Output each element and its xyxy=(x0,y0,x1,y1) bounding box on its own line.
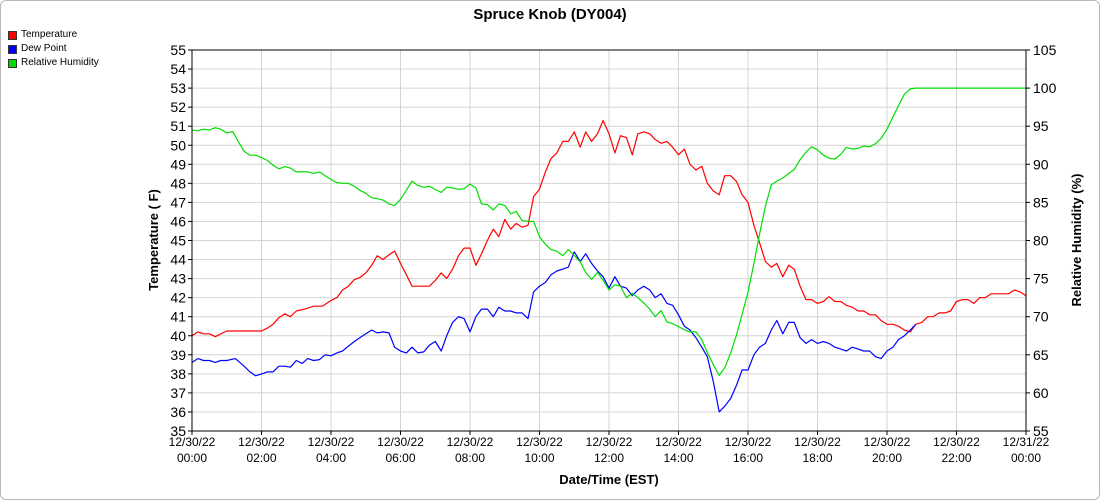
x-tick-date-label: 12/30/22 xyxy=(794,435,841,449)
x-tick-time-label: 08:00 xyxy=(455,451,485,465)
x-tick-date-label: 12/30/22 xyxy=(725,435,772,449)
x-tick-date-label: 12/30/22 xyxy=(308,435,355,449)
y-tick-label: 41 xyxy=(170,309,186,325)
y-tick-label: 45 xyxy=(170,233,186,249)
x-tick-time-label: 12:00 xyxy=(594,451,624,465)
legend-swatch-temperature xyxy=(8,30,17,40)
y-tick-label: 53 xyxy=(170,80,186,96)
y-tick-label: 44 xyxy=(170,252,186,268)
y-tick-label: 42 xyxy=(170,290,186,306)
x-tick-time-label: 22:00 xyxy=(941,451,971,465)
legend-item-relative-humidity: Relative Humidity xyxy=(8,56,99,70)
legend-swatch-dew-point xyxy=(8,44,17,54)
series-line-relative-humidity xyxy=(191,87,1026,376)
y-tick-label: 52 xyxy=(170,99,186,115)
legend: Temperature Dew Point Relative Humidity xyxy=(8,28,99,70)
y-tick-label: 37 xyxy=(170,385,186,401)
y-tick-label: 51 xyxy=(170,118,186,134)
y-tick-label: 35 xyxy=(170,423,186,439)
y-tick-label: 39 xyxy=(170,347,186,363)
x-tick-time-label: 10:00 xyxy=(524,451,554,465)
y-tick-label: 38 xyxy=(170,366,186,382)
x-tick-time-label: 16:00 xyxy=(733,451,763,465)
axes xyxy=(188,49,1030,435)
series-line-dew-point xyxy=(191,251,917,413)
y2-axis-label: Relative Humidity (%) xyxy=(1069,174,1084,307)
y-tick-label: 49 xyxy=(170,156,186,172)
x-tick-time-label: 02:00 xyxy=(246,451,276,465)
y2-tick-label: 75 xyxy=(1033,271,1049,287)
x-tick-date-label: 12/30/22 xyxy=(655,435,702,449)
legend-label-relative-humidity: Relative Humidity xyxy=(21,57,99,68)
legend-item-temperature: Temperature xyxy=(8,28,99,42)
y2-tick-label: 80 xyxy=(1033,233,1049,249)
grid-lines xyxy=(191,49,1027,432)
series-layer xyxy=(191,87,1027,413)
y2-tick-label: 60 xyxy=(1033,385,1049,401)
legend-label-temperature: Temperature xyxy=(21,29,78,40)
x-tick-time-label: 20:00 xyxy=(872,451,902,465)
plot-border xyxy=(191,49,1027,432)
chart-title: Spruce Knob (DY004) xyxy=(473,6,626,23)
x-tick-time-label: 04:00 xyxy=(316,451,346,465)
y-tick-label: 40 xyxy=(170,328,186,344)
x-tick-time-label: 06:00 xyxy=(385,451,415,465)
x-tick-date-label: 12/30/22 xyxy=(238,435,285,449)
y2-tick-label: 100 xyxy=(1033,80,1057,96)
x-tick-date-label: 12/30/22 xyxy=(864,435,911,449)
y-tick-label: 55 xyxy=(170,42,186,58)
y-tick-label: 36 xyxy=(170,404,186,420)
tick-labels: 35 36 37 38 39 40 41 42 43 44 45 46 47 48 49 50 51 52 53 54… xyxy=(169,42,1057,465)
legend-swatch-relative-humidity xyxy=(8,58,17,68)
x-tick-date-label: 12/30/22 xyxy=(586,435,633,449)
y2-tick-label: 55 xyxy=(1033,423,1049,439)
x-tick-time-label: 14:00 xyxy=(663,451,693,465)
y-tick-label: 54 xyxy=(170,61,186,77)
x-tick-time-label: 00:00 xyxy=(1011,451,1041,465)
series-line-temperature xyxy=(191,119,1027,338)
y-tick-label: 47 xyxy=(170,194,186,210)
y-tick-label: 46 xyxy=(170,213,186,229)
y2-tick-label: 95 xyxy=(1033,118,1049,134)
x-tick-date-label: 12/30/22 xyxy=(516,435,563,449)
legend-item-dew-point: Dew Point xyxy=(8,42,99,56)
x-tick-time-label: 18:00 xyxy=(802,451,832,465)
y2-tick-label: 85 xyxy=(1033,194,1049,210)
x-tick-date-label: 12/30/22 xyxy=(933,435,980,449)
x-tick-date-label: 12/30/22 xyxy=(447,435,494,449)
y2-tick-label: 70 xyxy=(1033,309,1049,325)
y-tick-label: 48 xyxy=(170,175,186,191)
y2-tick-label: 65 xyxy=(1033,347,1049,363)
x-axis-label: Date/Time (EST) xyxy=(559,472,658,487)
legend-label-dew-point: Dew Point xyxy=(21,43,67,54)
x-tick-date-label: 12/30/22 xyxy=(377,435,424,449)
x-tick-time-label: 00:00 xyxy=(177,451,207,465)
y-tick-label: 43 xyxy=(170,271,186,287)
x-tick-date-label: 12/30/22 xyxy=(169,435,216,449)
y-axis-label: Temperature ( F) xyxy=(146,189,161,291)
x-tick-date-label: 12/31/22 xyxy=(1003,435,1050,449)
y-tick-label: 50 xyxy=(170,137,186,153)
y2-tick-label: 105 xyxy=(1033,42,1057,58)
y2-tick-label: 90 xyxy=(1033,156,1049,172)
